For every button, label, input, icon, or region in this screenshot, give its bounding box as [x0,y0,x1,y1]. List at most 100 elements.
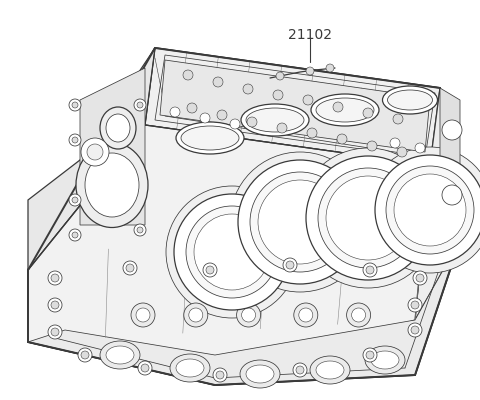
Circle shape [408,323,422,337]
Circle shape [72,137,78,143]
Circle shape [307,128,317,138]
Circle shape [230,119,240,129]
Circle shape [51,274,59,282]
Circle shape [363,263,377,277]
Text: 21102: 21102 [288,28,332,42]
Polygon shape [160,60,430,152]
Circle shape [187,103,197,113]
Circle shape [306,67,314,75]
Polygon shape [28,240,460,385]
Circle shape [186,206,278,298]
Circle shape [442,185,462,205]
Circle shape [138,361,152,375]
Circle shape [413,271,427,285]
Circle shape [216,371,224,379]
Circle shape [386,166,474,254]
Circle shape [363,108,373,118]
Polygon shape [145,48,440,165]
Circle shape [87,144,103,160]
Circle shape [247,117,257,127]
Circle shape [366,266,374,274]
Circle shape [78,348,92,362]
Circle shape [408,298,422,312]
Circle shape [318,168,418,268]
Polygon shape [28,48,460,385]
Circle shape [326,64,334,72]
Circle shape [134,224,146,236]
Ellipse shape [106,114,130,142]
Circle shape [286,261,294,269]
Circle shape [51,301,59,309]
Ellipse shape [76,142,148,228]
Circle shape [237,303,261,327]
Circle shape [283,258,297,272]
Circle shape [243,84,253,94]
Circle shape [48,298,62,312]
Ellipse shape [246,108,304,132]
Circle shape [306,156,430,280]
Circle shape [296,366,304,374]
Circle shape [277,123,287,133]
Circle shape [347,303,371,327]
Circle shape [203,263,217,277]
Ellipse shape [246,365,274,383]
Ellipse shape [383,86,437,114]
Ellipse shape [106,346,134,364]
Circle shape [230,152,370,292]
Circle shape [303,95,313,105]
Circle shape [183,70,193,80]
Circle shape [194,214,270,290]
Circle shape [123,261,137,275]
Circle shape [366,351,374,359]
Circle shape [333,102,343,112]
Circle shape [51,328,59,336]
Polygon shape [28,125,430,385]
Circle shape [72,197,78,203]
Ellipse shape [310,356,350,384]
Ellipse shape [100,341,140,369]
Circle shape [238,160,362,284]
Circle shape [276,72,284,80]
Ellipse shape [387,90,432,110]
Ellipse shape [170,354,210,382]
Circle shape [293,363,307,377]
Circle shape [206,266,214,274]
Ellipse shape [316,361,344,379]
Circle shape [72,102,78,108]
Circle shape [189,308,203,322]
Circle shape [367,141,377,151]
Circle shape [48,325,62,339]
Circle shape [141,364,149,372]
Circle shape [442,120,462,140]
Circle shape [126,264,134,272]
Circle shape [411,301,419,309]
Ellipse shape [85,153,139,217]
Circle shape [258,180,342,264]
Ellipse shape [311,94,379,126]
Circle shape [351,308,366,322]
Circle shape [394,174,466,246]
Circle shape [397,147,407,157]
Ellipse shape [176,122,244,154]
Circle shape [416,274,424,282]
Circle shape [184,303,208,327]
Polygon shape [80,68,145,225]
Polygon shape [440,88,460,240]
Circle shape [137,227,143,233]
Circle shape [213,77,223,87]
Circle shape [200,113,210,123]
Circle shape [390,138,400,148]
Circle shape [299,308,313,322]
Circle shape [69,99,81,111]
Ellipse shape [241,104,309,136]
Circle shape [69,229,81,241]
Circle shape [393,114,403,124]
Ellipse shape [365,346,405,374]
Circle shape [69,194,81,206]
Circle shape [131,303,155,327]
Circle shape [134,99,146,111]
Circle shape [250,172,350,272]
Circle shape [136,308,150,322]
Circle shape [367,147,480,273]
Circle shape [241,308,255,322]
